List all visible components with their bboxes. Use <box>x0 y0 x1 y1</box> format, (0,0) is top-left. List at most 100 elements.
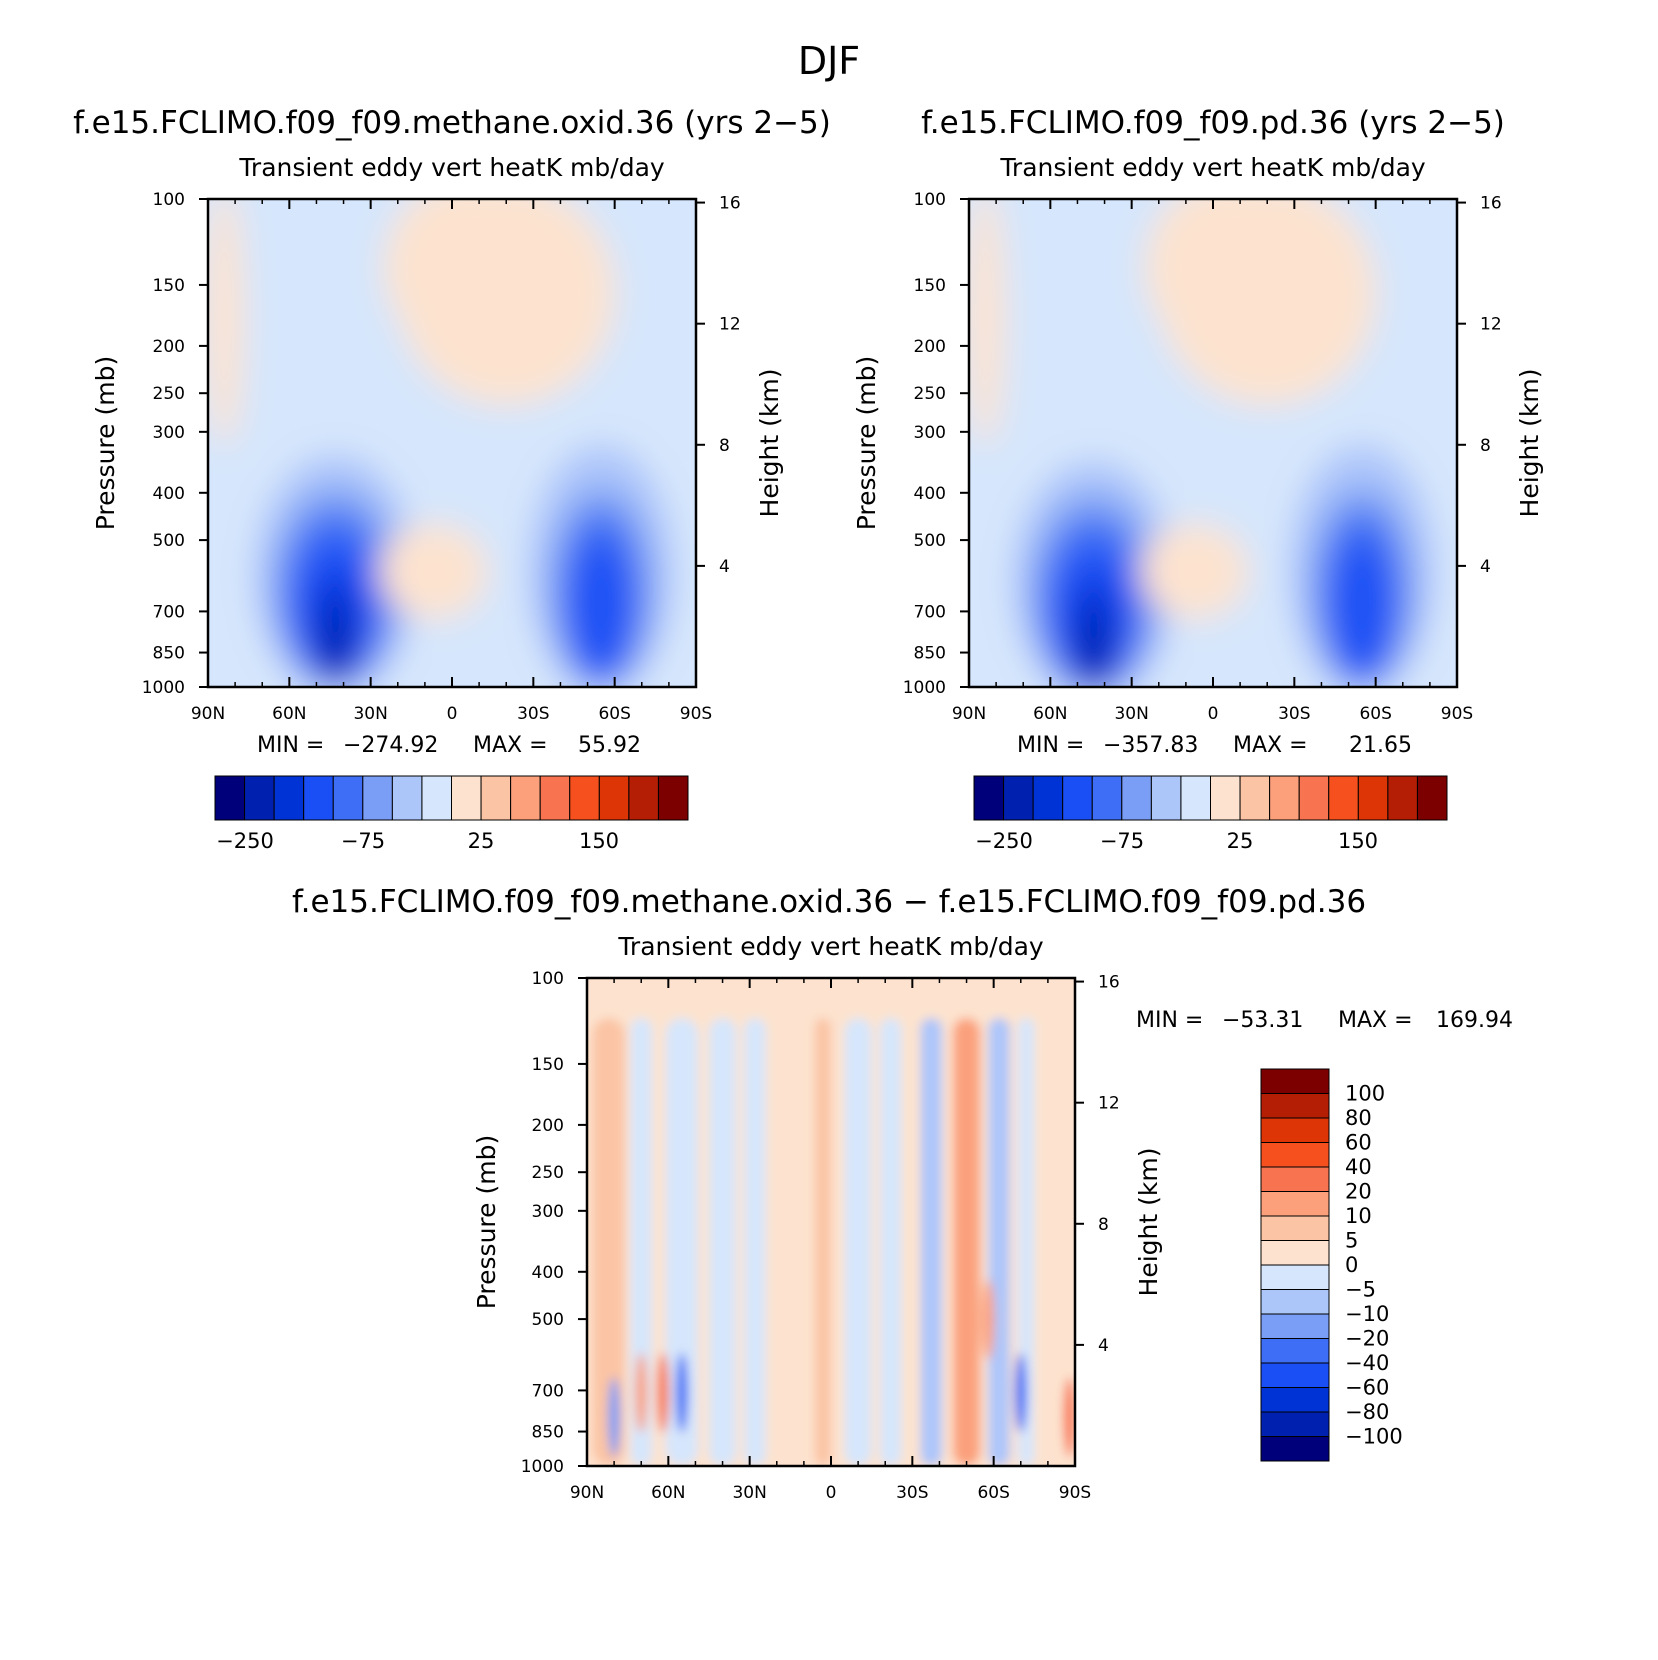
warm-region <box>969 199 1005 446</box>
colorbar-box <box>273 775 305 821</box>
colorbar-label: 80 <box>1345 1106 1372 1130</box>
colorbar-label: −40 <box>1345 1351 1389 1375</box>
max-label: MAX = <box>1233 733 1308 758</box>
colorbar-label: −75 <box>341 829 385 853</box>
x-tick-label: 0 <box>1208 704 1219 724</box>
warm-region <box>384 199 547 356</box>
colorbar-box <box>1260 1289 1330 1315</box>
y-tick-label: 250 <box>532 1163 564 1183</box>
colorbar-label: −10 <box>1345 1302 1389 1326</box>
colorbar-label: 10 <box>1345 1204 1372 1228</box>
y-tick-label: 200 <box>153 337 185 357</box>
colorbar-label: 0 <box>1345 1253 1358 1277</box>
contour-band <box>844 1018 872 1466</box>
x-tick-label: 90N <box>952 704 986 724</box>
panel-subtitle: Transient eddy vert heatK mb/day <box>617 932 1044 961</box>
y2-tick-label: 8 <box>719 436 730 456</box>
colorbar-label: −100 <box>1345 1425 1403 1449</box>
contour-spot <box>608 1377 621 1458</box>
colorbar-label: 150 <box>579 829 619 853</box>
cool-region <box>1080 611 1108 687</box>
x-tick-label: 60N <box>651 1483 685 1503</box>
y-tick-label: 850 <box>153 644 185 664</box>
y-tick-label: 100 <box>532 969 564 989</box>
colorbar-box <box>1260 1142 1330 1168</box>
contour-band <box>953 1018 981 1466</box>
colorbar-box <box>1298 775 1330 821</box>
colorbar-label: −80 <box>1345 1400 1389 1424</box>
contour-field <box>587 978 1075 1466</box>
y2-tick-label: 8 <box>1480 436 1491 456</box>
max-label: MAX = <box>473 733 548 758</box>
x-tick-label: 60S <box>977 1483 1009 1503</box>
colorbar <box>214 775 689 821</box>
contour-band <box>920 1018 943 1466</box>
y-tick-label: 300 <box>153 423 185 443</box>
colorbar-box <box>1357 775 1389 821</box>
colorbar-label: 60 <box>1345 1131 1372 1155</box>
min-value: −274.92 <box>343 733 438 758</box>
colorbar-box <box>1328 775 1359 821</box>
page-title: DJF <box>798 39 860 83</box>
y-tick-label: 500 <box>153 531 185 551</box>
colorbar-box <box>1269 775 1300 821</box>
contour-band <box>776 1018 804 1466</box>
y-tick-label: 100 <box>153 190 185 210</box>
colorbar-box <box>1260 1362 1330 1388</box>
x-tick-label: 60S <box>598 704 630 724</box>
colorbar <box>973 775 1448 821</box>
colorbar-box <box>1260 1387 1330 1413</box>
y-tick-label: 200 <box>914 337 946 357</box>
contour-band <box>630 1018 653 1466</box>
y-tick-label: 700 <box>153 602 185 622</box>
max-label: MAX = <box>1338 1008 1413 1033</box>
colorbar-box <box>303 775 334 821</box>
y-tick-label: 300 <box>914 423 946 443</box>
y-tick-label: 400 <box>914 484 946 504</box>
max-value: 55.92 <box>578 733 641 758</box>
y-tick-label: 150 <box>914 276 946 296</box>
contour-band <box>665 1018 699 1466</box>
y2-tick-label: 12 <box>1480 315 1502 335</box>
x-tick-label: 90N <box>191 704 225 724</box>
colorbar-box <box>1260 1166 1330 1192</box>
y-tick-label: 200 <box>532 1116 564 1136</box>
panel-methane: f.e15.FCLIMO.f09_f09.methane.oxid.36 (yr… <box>73 105 831 853</box>
colorbar-label: 25 <box>1227 829 1254 853</box>
colorbar-label: 150 <box>1338 829 1378 853</box>
x-tick-label: 30S <box>896 1483 928 1503</box>
colorbar-box <box>598 775 630 821</box>
colorbar-box <box>1260 1093 1330 1119</box>
x-tick-label: 90S <box>1441 704 1473 724</box>
y-tick-label: 850 <box>532 1423 564 1443</box>
colorbar-box <box>1032 775 1064 821</box>
panel-title: f.e15.FCLIMO.f09_f09.methane.oxid.36 (yr… <box>73 105 831 141</box>
y-tick-label: 500 <box>532 1310 564 1330</box>
colorbar-box <box>1260 1338 1330 1364</box>
x-tick-label: 0 <box>447 704 458 724</box>
contour-band <box>744 1018 766 1466</box>
x-tick-label: 30N <box>732 1483 766 1503</box>
min-label: MIN = <box>1136 1008 1203 1033</box>
colorbar-label: −20 <box>1345 1327 1389 1351</box>
colorbar-label: −75 <box>1100 829 1144 853</box>
panel-title: f.e15.FCLIMO.f09_f09.pd.36 (yrs 2−5) <box>921 105 1505 141</box>
colorbar-box <box>214 775 246 821</box>
colorbar-label: 5 <box>1345 1229 1358 1253</box>
panel-pd: f.e15.FCLIMO.f09_f09.pd.36 (yrs 2−5) Tra… <box>852 105 1544 853</box>
contour-band <box>709 1018 737 1466</box>
y-tick-label: 1000 <box>142 678 185 698</box>
y-tick-label: 400 <box>153 484 185 504</box>
contour-spot <box>635 1352 648 1433</box>
y-tick-label: 1000 <box>903 678 946 698</box>
colorbar-box <box>1260 1240 1330 1266</box>
contour-spot <box>656 1352 669 1433</box>
x-tick-label: 60N <box>272 704 306 724</box>
colorbar-box <box>1260 1313 1330 1339</box>
contour-field <box>969 199 1457 687</box>
panel-subtitle: Transient eddy vert heatK mb/day <box>999 153 1426 182</box>
colorbar-box <box>1062 775 1093 821</box>
y-tick-label: 1000 <box>521 1457 564 1477</box>
colorbar-box <box>244 775 275 821</box>
